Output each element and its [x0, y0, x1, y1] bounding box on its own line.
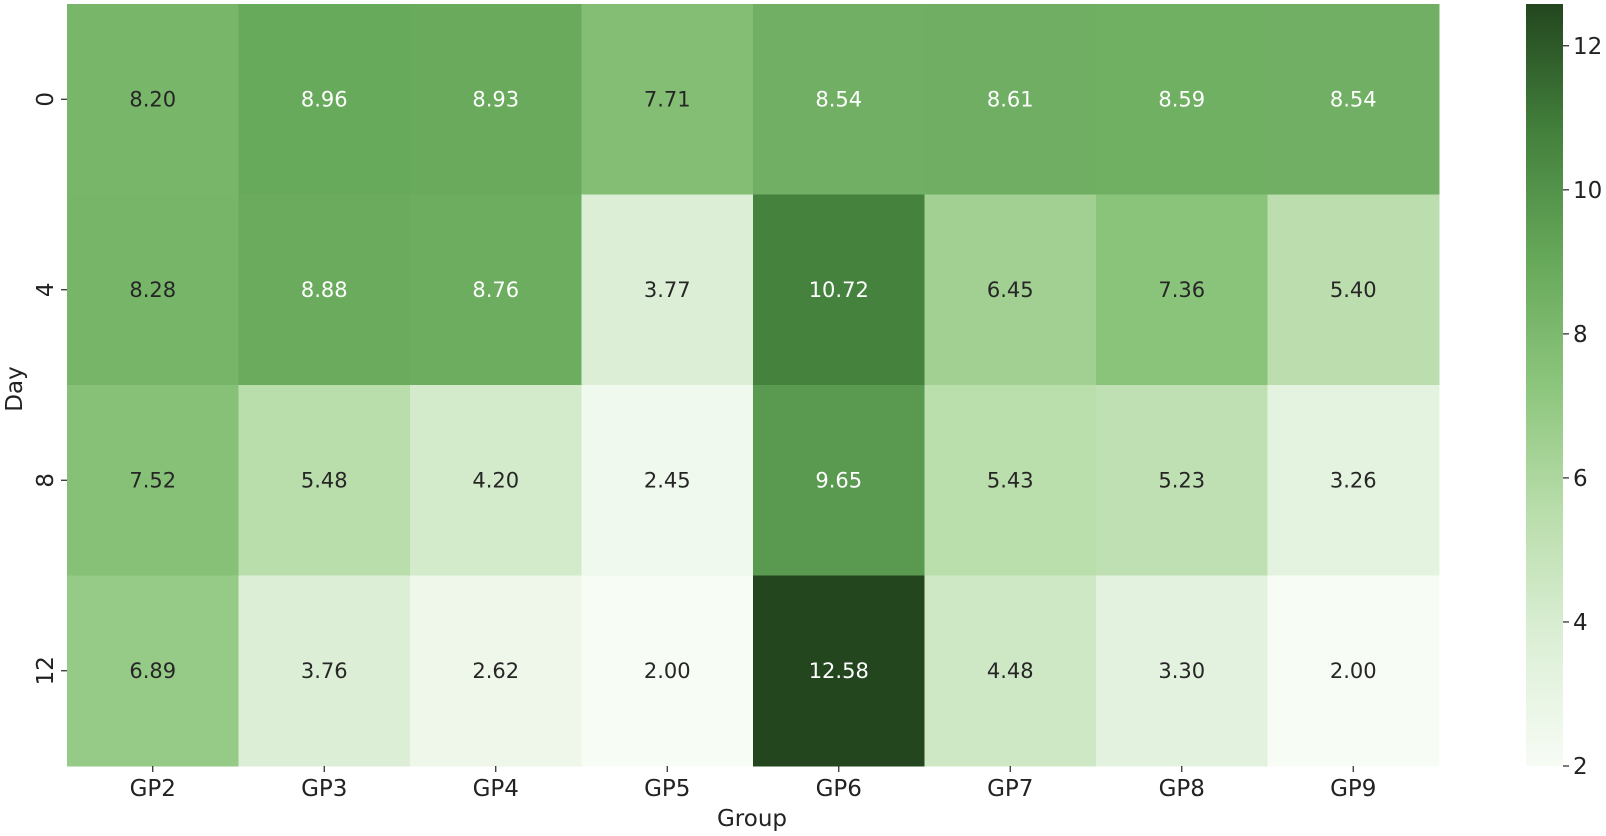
cell-value-label: 8.76	[472, 278, 519, 302]
heatmap-cell-0-GP2	[67, 4, 239, 195]
colorbar-ticks: 2 4 6 8 10 12	[1563, 34, 1602, 780]
x-tick-label: GP4	[473, 776, 519, 802]
cell-value-label: 5.23	[1158, 468, 1205, 492]
heatmap-cell-8-GP7	[924, 385, 1097, 576]
cell-value-label: 8.54	[815, 87, 862, 111]
cell-value-label: 12.58	[809, 659, 869, 683]
cell-value-label: 3.30	[1158, 659, 1205, 683]
cell-value-label: 8.59	[1158, 87, 1205, 111]
heatmap-cell-12-GP6	[753, 575, 925, 767]
cell-value-label: 7.52	[129, 468, 176, 492]
heatmap-cell-8-GP6	[753, 385, 925, 576]
heatmap-cell-8-GP9	[1267, 385, 1440, 576]
cell-value-label: 3.76	[301, 659, 348, 683]
cell-value-label: 2.62	[472, 659, 519, 683]
heatmap-cell-4-GP9	[1267, 194, 1440, 386]
heatmap-cells	[67, 4, 1440, 767]
heatmap-cell-0-GP4	[410, 4, 582, 195]
heatmap-cell-12-GP9	[1267, 575, 1440, 767]
cell-value-label: 2.00	[1330, 659, 1377, 683]
heatmap-cell-4-GP6	[753, 194, 925, 386]
heatmap-cell-12-GP3	[238, 575, 411, 767]
cell-value-label: 4.20	[472, 468, 519, 492]
cell-value-label: 8.54	[1330, 87, 1377, 111]
heatmap-cell-8-GP4	[410, 385, 582, 576]
heatmap-cell-8-GP8	[1096, 385, 1268, 576]
x-axis-title: Group	[717, 806, 787, 832]
cell-value-label: 5.43	[987, 468, 1034, 492]
cell-value-label: 5.40	[1330, 278, 1377, 302]
cell-value-label: 8.93	[472, 87, 519, 111]
heatmap-cell-12-GP8	[1096, 575, 1268, 767]
heatmap-cell-0-GP9	[1267, 4, 1440, 195]
cell-value-label: 2.00	[644, 659, 691, 683]
heatmap-cell-0-GP7	[924, 4, 1097, 195]
heatmap-cell-0-GP5	[581, 4, 754, 195]
heatmap-cell-labels: 8.20 8.96 8.93 7.71 8.54 8.61 8.59 8.54 8.28 8.88…	[129, 87, 1376, 683]
heatmap-cell-4-GP4	[410, 194, 582, 386]
y-tick-label: 12	[33, 656, 59, 685]
x-tick-label: GP9	[1330, 776, 1376, 802]
colorbar-tick-label: 8	[1573, 322, 1588, 348]
x-tick-label: GP8	[1159, 776, 1205, 802]
colorbar-tick-label: 10	[1573, 178, 1602, 204]
heatmap-cell-0-GP8	[1096, 4, 1268, 195]
heatmap-cell-4-GP7	[924, 194, 1097, 386]
cell-value-label: 2.45	[644, 468, 691, 492]
cell-value-label: 8.28	[129, 278, 176, 302]
y-tick-label: 8	[33, 473, 59, 488]
y-axis-title: Day	[2, 366, 28, 411]
y-tick-label: 4	[33, 282, 59, 297]
colorbar-tick-label: 4	[1573, 610, 1588, 636]
y-axis-ticks: 0 4 8 12	[33, 92, 67, 685]
colorbar-tick-label: 12	[1573, 34, 1602, 60]
colorbar-tick-label: 6	[1573, 466, 1588, 492]
x-tick-label: GP3	[301, 776, 347, 802]
cell-value-label: 4.48	[987, 659, 1034, 683]
heatmap-cell-8-GP5	[581, 385, 754, 576]
cell-value-label: 3.26	[1330, 468, 1377, 492]
colorbar	[1526, 4, 1563, 766]
heatmap-cell-4-GP5	[581, 194, 754, 386]
cell-value-label: 8.88	[301, 278, 348, 302]
cell-value-label: 3.77	[644, 278, 691, 302]
cell-value-label: 8.20	[129, 87, 176, 111]
cell-value-label: 7.71	[644, 87, 691, 111]
cell-value-label: 6.45	[987, 278, 1034, 302]
heatmap-cell-8-GP2	[67, 385, 239, 576]
x-tick-label: GP2	[130, 776, 176, 802]
x-tick-label: GP5	[644, 776, 690, 802]
heatmap-cell-8-GP3	[238, 385, 411, 576]
heatmap-cell-12-GP5	[581, 575, 754, 767]
cell-value-label: 9.65	[815, 468, 862, 492]
x-axis-ticks: GP2 GP3 GP4 GP5 GP6 GP7 GP8 GP9	[130, 766, 1376, 802]
heatmap-cell-4-GP2	[67, 194, 239, 386]
cell-value-label: 8.61	[987, 87, 1034, 111]
cell-value-label: 10.72	[809, 278, 869, 302]
x-tick-label: GP7	[987, 776, 1033, 802]
heatmap-cell-4-GP3	[238, 194, 411, 386]
heatmap-cell-12-GP7	[924, 575, 1097, 767]
x-tick-label: GP6	[816, 776, 862, 802]
colorbar-tick-label: 2	[1573, 754, 1588, 780]
y-tick-label: 0	[33, 92, 59, 107]
heatmap-cell-0-GP6	[753, 4, 925, 195]
heatmap-cell-4-GP8	[1096, 194, 1268, 386]
cell-value-label: 5.48	[301, 468, 348, 492]
heatmap-cell-0-GP3	[238, 4, 411, 195]
cell-value-label: 6.89	[129, 659, 176, 683]
heatmap-cell-12-GP4	[410, 575, 582, 767]
heatmap-cell-12-GP2	[67, 575, 239, 767]
cell-value-label: 8.96	[301, 87, 348, 111]
cell-value-label: 7.36	[1158, 278, 1205, 302]
